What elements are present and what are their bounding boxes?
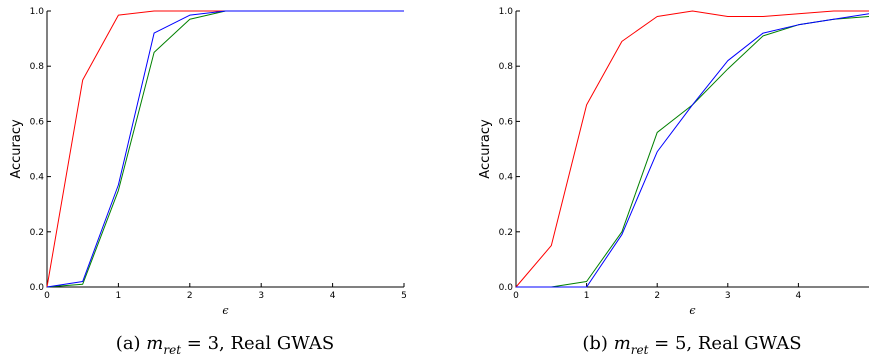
series-line-2: [516, 16, 869, 288]
y-tick-label: 0.6: [499, 117, 514, 127]
caption-subscript: ret: [631, 343, 649, 357]
caption-subscript: ret: [163, 343, 181, 357]
x-tick-label: 0: [513, 291, 519, 301]
x-tick-label: 1: [116, 291, 122, 301]
chart-a: 0.0 0.2 0.4 0.6 0.8 1.0 0 1 2 3 4 5 Accuracy ϵ (a) mre…: [9, 7, 407, 357]
x-axis-label: ϵ: [689, 304, 695, 317]
x-tick-label: 2: [187, 291, 193, 301]
x-tick-label: 4: [330, 291, 336, 301]
caption-prefix: (b): [582, 333, 613, 354]
y-tick-label: 1.0: [499, 7, 514, 17]
y-tick-label: 0.8: [30, 62, 45, 72]
figure-caption: (a) mret = 3, Real GWAS: [116, 333, 334, 357]
y-tick-label: 0.4: [499, 173, 514, 183]
caption-prefix: (a): [116, 333, 147, 354]
y-tick-label: 0.4: [30, 173, 45, 183]
series-line-1: [46, 10, 404, 288]
y-tick-label: 0.6: [30, 117, 45, 127]
x-tick-label: 3: [258, 291, 264, 301]
y-tick-label: 0.0: [30, 283, 45, 293]
x-axis-label: ϵ: [222, 304, 228, 317]
figure-caption: (b) mret = 5, Real GWAS: [582, 333, 801, 357]
y-axis-label: Accuracy: [478, 119, 493, 179]
series-line-2: [46, 10, 404, 288]
caption-rest: = 3, Real GWAS: [181, 333, 334, 354]
y-axis-label: Accuracy: [9, 119, 24, 179]
y-tick-label: 0.2: [30, 228, 44, 238]
x-tick-label: 1: [584, 291, 590, 301]
series-line-3: [516, 13, 869, 288]
y-tick-label: 0.8: [499, 62, 514, 72]
caption-rest: = 5, Real GWAS: [648, 333, 801, 354]
x-tick-label: 4: [796, 291, 802, 301]
x-tick-label: 2: [654, 291, 660, 301]
series-line-1: [515, 10, 869, 288]
y-tick-label: 0.0: [499, 283, 514, 293]
chart-b: 0.0 0.2 0.4 0.6 0.8 1.0 0 1 2 3 4 Accuracy ϵ (b) mret…: [478, 7, 869, 357]
series-line-3: [46, 10, 404, 288]
x-tick-label: 0: [44, 291, 50, 301]
x-tick-label: 5: [401, 291, 407, 301]
y-tick-label: 1.0: [30, 7, 45, 17]
caption-variable: m: [146, 333, 163, 354]
x-tick-label: 3: [725, 291, 731, 301]
y-tick-label: 0.2: [499, 228, 513, 238]
caption-variable: m: [614, 333, 631, 354]
